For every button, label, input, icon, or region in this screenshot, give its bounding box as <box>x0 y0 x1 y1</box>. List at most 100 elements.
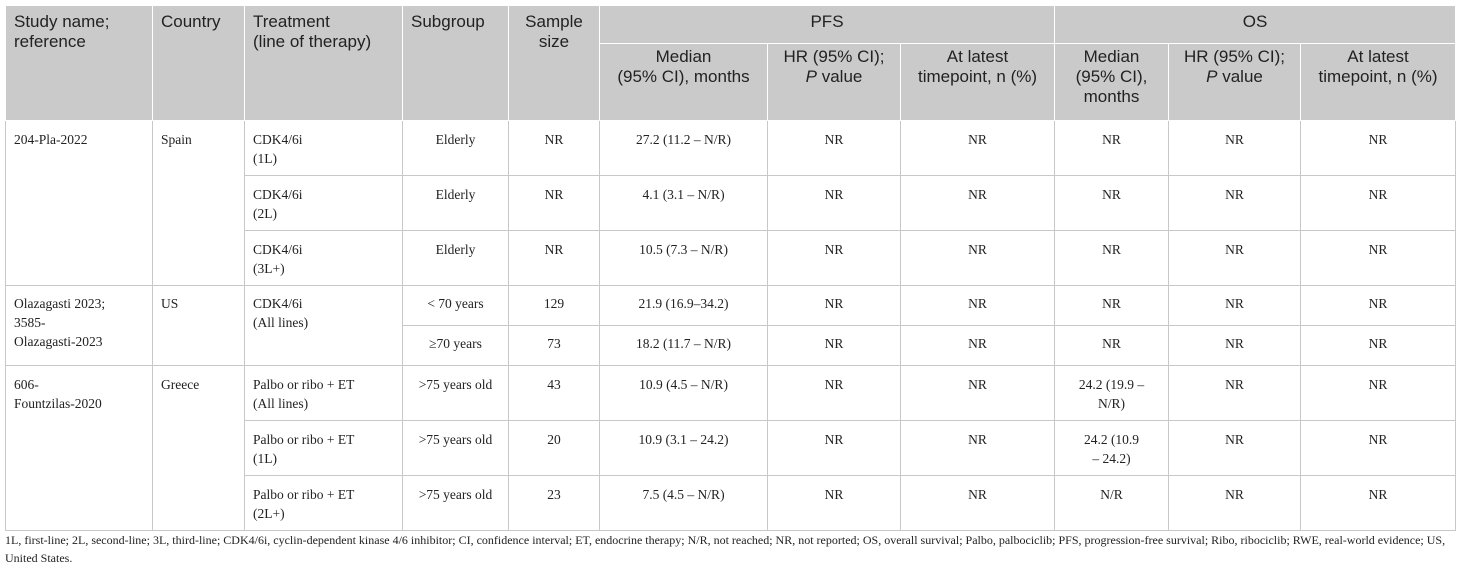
header-os-hr-text: HR (95% CI); <box>1183 47 1286 66</box>
os-median-cell: NR <box>1054 325 1169 366</box>
table-row: 606- Fountzilas-2020 Greece Palbo or rib… <box>5 365 1457 531</box>
os-latest-cell: NR <box>1299 120 1457 176</box>
treatment-cell: CDK4/6i (3L+) <box>244 230 403 286</box>
pfs-median-cell: 10.9 (3.1 – 24.2) <box>599 420 768 476</box>
os-hr-cell: NR <box>1168 365 1301 421</box>
os-latest-cell: NR <box>1299 365 1457 421</box>
pfs-median-cell: 27.2 (11.2 – N/R) <box>599 120 768 176</box>
table-row: Palbo or ribo + ET (2L+) >75 years old 2… <box>6 475 1457 531</box>
header-os-hr-value: value <box>1217 67 1263 86</box>
pfs-latest-cell: NR <box>900 120 1055 176</box>
pfs-median-cell: 10.5 (7.3 – N/R) <box>599 230 768 286</box>
os-latest-cell: NR <box>1299 325 1457 366</box>
treatment-cell: CDK4/6i (All lines) <box>244 285 403 366</box>
sample-size-cell: 129 <box>508 285 600 326</box>
pfs-hr-cell: NR <box>767 175 901 231</box>
header-os-hr: HR (95% CI); P value <box>1168 43 1301 121</box>
subgroup-cell: Elderly <box>402 120 509 176</box>
pfs-hr-cell: NR <box>767 420 901 476</box>
table-footnote: 1L, first-line; 2L, second-line; 3L, thi… <box>5 533 1446 565</box>
pfs-latest-cell: NR <box>900 325 1055 366</box>
table-row: CDK4/6i (2L) Elderly NR 4.1 (3.1 – N/R) … <box>6 175 1457 231</box>
os-latest-cell: NR <box>1299 285 1457 326</box>
pfs-hr-cell: NR <box>767 365 901 421</box>
pfs-median-cell: 18.2 (11.7 – N/R) <box>599 325 768 366</box>
header-country: Country <box>152 5 245 121</box>
subgroup-cell: >75 years old <box>402 365 509 421</box>
pfs-latest-cell: NR <box>900 285 1055 326</box>
study-cell: Olazagasti 2023; 3585- Olazagasti-2023 <box>5 285 153 366</box>
table-row: Olazagasti 2023; 3585- Olazagasti-2023 U… <box>5 285 1457 366</box>
country-cell: Spain <box>152 120 245 286</box>
sample-size-cell: 43 <box>508 365 600 421</box>
header-pfs-median: Median (95% CI), months <box>599 43 768 121</box>
pfs-median-cell: 4.1 (3.1 – N/R) <box>599 175 768 231</box>
country-cell: Greece <box>152 365 245 531</box>
pfs-latest-cell: NR <box>900 420 1055 476</box>
pfs-latest-cell: NR <box>900 175 1055 231</box>
header-pfs-hr-value: value <box>816 67 863 86</box>
subgroup-cell: Elderly <box>402 175 509 231</box>
subgroup-cell: >75 years old <box>402 420 509 476</box>
subgroup-cell: < 70 years <box>402 285 509 326</box>
sample-size-cell: 23 <box>508 475 600 531</box>
os-median-cell: NR <box>1054 285 1169 326</box>
sample-size-cell: 73 <box>508 325 600 366</box>
header-treatment: Treatment (line of therapy) <box>244 5 403 121</box>
os-median-cell: 24.2 (19.9 – N/R) <box>1054 365 1169 421</box>
os-median-cell: 24.2 (10.9 – 24.2) <box>1054 420 1169 476</box>
os-latest-cell: NR <box>1299 175 1457 231</box>
os-median-cell: NR <box>1054 230 1169 286</box>
subgroup-cell: >75 years old <box>402 475 509 531</box>
results-table: Study name; reference Country Treatment … <box>5 5 1457 531</box>
pfs-hr-cell: NR <box>767 285 901 326</box>
os-hr-cell: NR <box>1168 475 1301 531</box>
treatment-cell: Palbo or ribo + ET (2L+) <box>244 475 403 531</box>
subgroup-cell: Elderly <box>402 230 509 286</box>
header-subgroup: Subgroup <box>402 5 509 121</box>
header-pfs: PFS <box>599 5 1055 44</box>
pfs-latest-cell: NR <box>900 475 1055 531</box>
header-pfs-hr-text: HR (95% CI); <box>783 47 885 66</box>
pfs-latest-cell: NR <box>900 365 1055 421</box>
header-pfs-hr: HR (95% CI); P value <box>767 43 901 121</box>
header-os-latest: At latest timepoint, n (%) <box>1299 43 1457 121</box>
sample-size-cell: 20 <box>508 420 600 476</box>
os-latest-cell: NR <box>1299 475 1457 531</box>
header-os: OS <box>1053 5 1457 44</box>
treatment-cell: CDK4/6i (1L) <box>244 120 403 176</box>
header-os-median: Median (95% CI), months <box>1054 43 1169 121</box>
os-hr-cell: NR <box>1168 285 1301 326</box>
treatment-cell: Palbo or ribo + ET (All lines) <box>244 365 403 421</box>
sample-size-cell: NR <box>508 175 600 231</box>
header-os-hr-p: P <box>1206 67 1218 86</box>
header-pfs-hr-p: P <box>805 67 817 86</box>
os-hr-cell: NR <box>1168 175 1301 231</box>
pfs-median-cell: 10.9 (4.5 – N/R) <box>599 365 768 421</box>
table-row: Palbo or ribo + ET (1L) >75 years old 20… <box>6 420 1457 476</box>
subgroup-cell: ≥70 years <box>402 325 509 366</box>
header-study: Study name; reference <box>5 5 153 121</box>
pfs-hr-cell: NR <box>767 230 901 286</box>
os-latest-cell: NR <box>1299 420 1457 476</box>
os-hr-cell: NR <box>1168 420 1301 476</box>
pfs-median-cell: 21.9 (16.9–34.2) <box>599 285 768 326</box>
os-median-cell: N/R <box>1054 475 1169 531</box>
header-pfs-latest: At latest timepoint, n (%) <box>900 43 1055 121</box>
pfs-latest-cell: NR <box>900 230 1055 286</box>
sample-size-cell: NR <box>508 230 600 286</box>
os-latest-cell: NR <box>1299 230 1457 286</box>
os-hr-cell: NR <box>1168 325 1301 366</box>
treatment-cell: CDK4/6i (2L) <box>244 175 403 231</box>
study-cell: 204-Pla-2022 <box>5 120 153 286</box>
study-cell: 606- Fountzilas-2020 <box>5 365 153 531</box>
pfs-hr-cell: NR <box>767 325 901 366</box>
pfs-median-cell: 7.5 (4.5 – N/R) <box>599 475 768 531</box>
os-hr-cell: NR <box>1168 120 1301 176</box>
treatment-cell: Palbo or ribo + ET (1L) <box>244 420 403 476</box>
table-row: 204-Pla-2022 Spain CDK4/6i (1L) Elderly … <box>5 120 1457 286</box>
country-cell: US <box>152 285 245 366</box>
header-sample-size: Sample size <box>508 5 600 121</box>
os-median-cell: NR <box>1054 175 1169 231</box>
pfs-hr-cell: NR <box>767 475 901 531</box>
